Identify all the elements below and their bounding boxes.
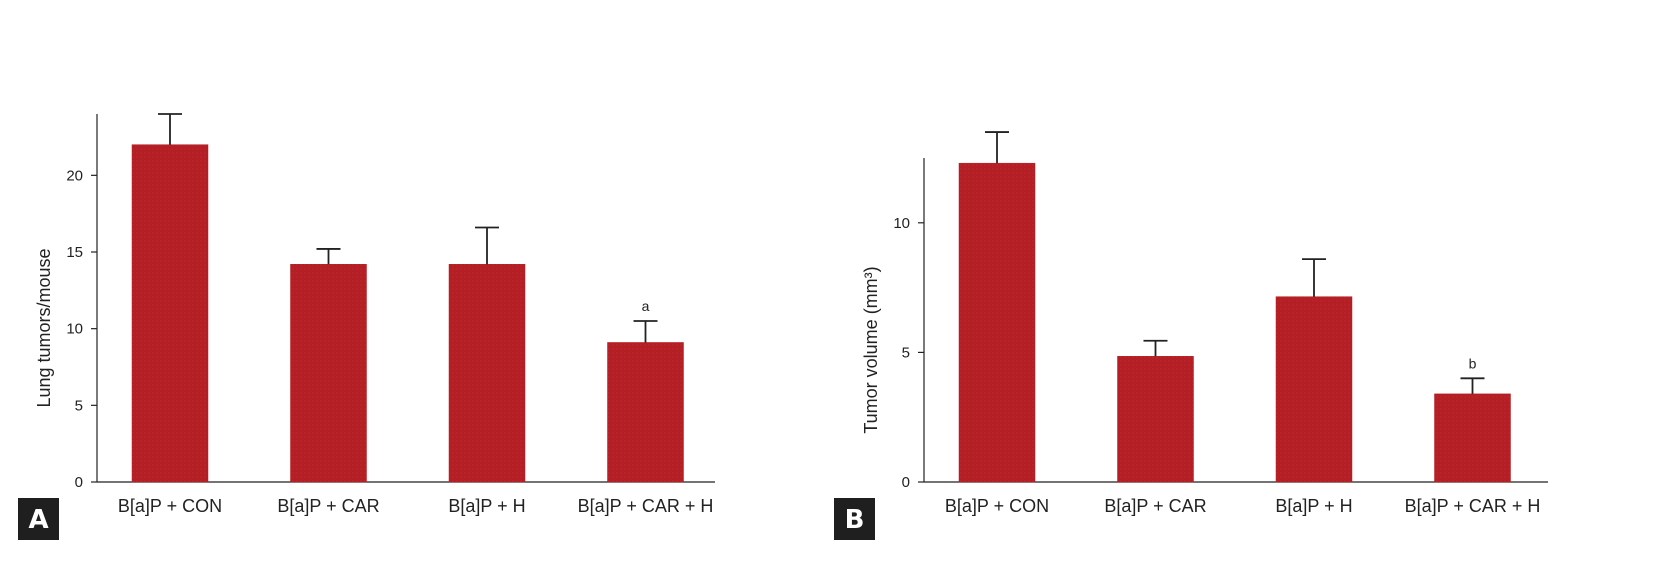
panel-label-badge [834,498,875,540]
y-tick-label: 15 [66,244,83,261]
y-tick-label: 20 [66,167,83,184]
y-axis-title: Lung tumors/mouse [34,248,54,407]
bar [1117,356,1194,483]
x-category-label: B[a]P + CAR [277,496,379,516]
significance-annotation: b [1469,355,1477,371]
x-category-label: B[a]P + H [1275,496,1352,516]
panel-label-badge [18,498,59,540]
x-category-label: B[a]P + CAR + H [1405,496,1541,516]
bar [448,264,526,483]
y-tick-label: 10 [893,215,910,232]
y-axis-title: Tumor volume (mm³) [861,266,881,433]
panel-a-chart: 0 5 10 15 20 Lung tumors/mouse B[a]P + CON B[a]… [18,113,715,540]
y-tick-label: 10 [66,321,83,338]
panel-label: A [28,505,48,535]
y-tick-label: 5 [75,397,83,414]
panel-b-chart: 0 5 10 Tumor volume (mm³) B[a]P + CON B[a]P +… [834,131,1548,540]
y-tick-label: 0 [902,474,910,491]
significance-annotation: a [642,298,650,314]
y-tick-label: 0 [75,474,83,491]
x-category-label: B[a]P + CON [118,496,222,516]
bar [1275,296,1353,483]
x-category-label: B[a]P + CON [945,496,1049,516]
bar [290,264,367,483]
panel-label: B [845,505,865,535]
x-category-label: B[a]P + CAR [1104,496,1206,516]
bar [1434,393,1511,483]
x-category-label: B[a]P + H [448,496,525,516]
bar [607,342,684,483]
bar [958,162,1036,483]
y-tick-label: 5 [902,344,910,361]
x-category-label: B[a]P + CAR + H [578,496,714,516]
bar [131,144,209,483]
